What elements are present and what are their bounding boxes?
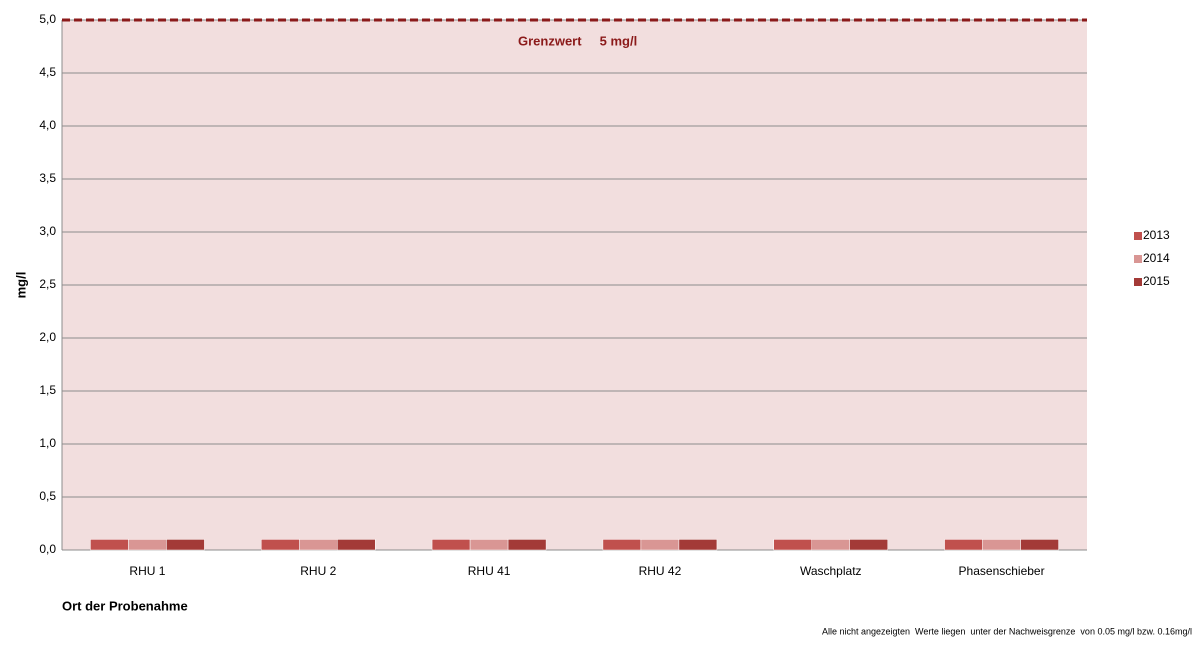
bar <box>773 539 812 551</box>
legend-label: 2015 <box>1143 274 1170 288</box>
y-axis-label: mg/l <box>13 272 28 299</box>
bar <box>640 539 680 551</box>
bar <box>849 539 888 551</box>
y-tick-label: 0,5 <box>39 489 56 503</box>
x-tick-label: RHU 2 <box>300 564 336 578</box>
bar <box>944 539 983 551</box>
y-tick-label: 0,0 <box>39 542 56 556</box>
y-tick-label: 3,5 <box>39 171 56 185</box>
x-axis-label: Ort der Probenahme <box>62 598 188 613</box>
x-tick-label: Waschplatz <box>800 564 862 578</box>
bar <box>678 539 718 551</box>
bar <box>337 539 376 551</box>
y-tick-label: 2,0 <box>39 330 56 344</box>
x-tick-label: RHU 42 <box>639 564 682 578</box>
bar <box>128 539 167 551</box>
bar <box>431 539 471 551</box>
x-tick-label: RHU 1 <box>129 564 165 578</box>
footnote: Alle nicht angezeigten Werte liegen unte… <box>822 626 1192 636</box>
legend-label: 2014 <box>1143 251 1170 265</box>
legend-label: 2013 <box>1143 228 1170 242</box>
bar <box>261 539 300 551</box>
bar <box>1020 539 1059 551</box>
y-tick-label: 4,0 <box>39 118 56 132</box>
bar <box>811 539 850 551</box>
y-tick-label: 2,5 <box>39 277 56 291</box>
bar <box>602 539 642 551</box>
legend-swatch <box>1134 278 1142 286</box>
y-tick-label: 5,0 <box>39 12 56 26</box>
bar <box>90 539 129 551</box>
y-tick-label: 4,5 <box>39 65 56 79</box>
y-tick-label: 1,5 <box>39 383 56 397</box>
bar <box>469 539 509 551</box>
annotation: Grenzwert 5 mg/l <box>518 33 637 48</box>
legend-swatch <box>1134 255 1142 263</box>
y-tick-label: 3,0 <box>39 224 56 238</box>
x-tick-label: RHU 41 <box>468 564 511 578</box>
bar <box>166 539 205 551</box>
x-tick-label: Phasenschieber <box>959 564 1045 578</box>
y-tick-label: 1,0 <box>39 436 56 450</box>
bar <box>299 539 338 551</box>
legend-swatch <box>1134 232 1142 240</box>
bar <box>507 539 547 551</box>
bar <box>982 539 1021 551</box>
